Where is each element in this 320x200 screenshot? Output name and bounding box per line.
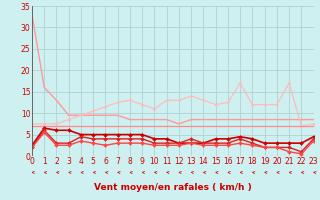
X-axis label: Vent moyen/en rafales ( km/h ): Vent moyen/en rafales ( km/h ) [94,183,252,192]
